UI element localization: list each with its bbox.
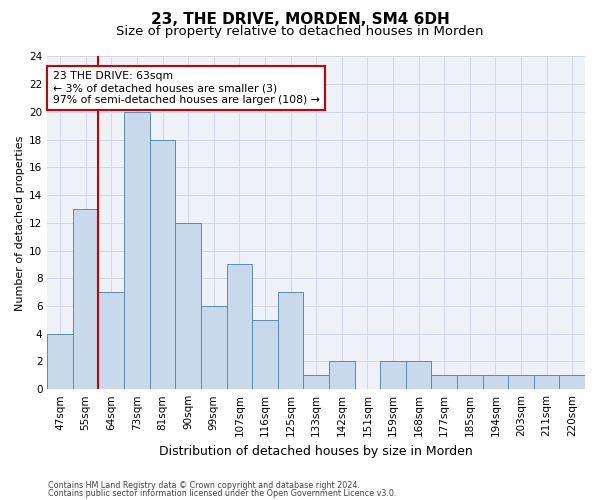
- Bar: [124, 112, 150, 389]
- Bar: [304, 376, 329, 389]
- Bar: [380, 362, 406, 389]
- Bar: [175, 223, 201, 389]
- Bar: [534, 376, 559, 389]
- Bar: [201, 306, 227, 389]
- Bar: [329, 362, 355, 389]
- Bar: [98, 292, 124, 389]
- Bar: [431, 376, 457, 389]
- Bar: [482, 376, 508, 389]
- Text: Contains HM Land Registry data © Crown copyright and database right 2024.: Contains HM Land Registry data © Crown c…: [48, 481, 360, 490]
- Bar: [47, 334, 73, 389]
- Bar: [278, 292, 304, 389]
- Bar: [508, 376, 534, 389]
- Bar: [406, 362, 431, 389]
- Bar: [252, 320, 278, 389]
- Text: Size of property relative to detached houses in Morden: Size of property relative to detached ho…: [116, 25, 484, 38]
- Bar: [559, 376, 585, 389]
- Bar: [457, 376, 482, 389]
- Y-axis label: Number of detached properties: Number of detached properties: [15, 135, 25, 310]
- Text: Contains public sector information licensed under the Open Government Licence v3: Contains public sector information licen…: [48, 488, 397, 498]
- X-axis label: Distribution of detached houses by size in Morden: Distribution of detached houses by size …: [159, 444, 473, 458]
- Bar: [227, 264, 252, 389]
- Bar: [73, 209, 98, 389]
- Bar: [150, 140, 175, 389]
- Text: 23, THE DRIVE, MORDEN, SM4 6DH: 23, THE DRIVE, MORDEN, SM4 6DH: [151, 12, 449, 28]
- Text: 23 THE DRIVE: 63sqm
← 3% of detached houses are smaller (3)
97% of semi-detached: 23 THE DRIVE: 63sqm ← 3% of detached hou…: [53, 72, 320, 104]
